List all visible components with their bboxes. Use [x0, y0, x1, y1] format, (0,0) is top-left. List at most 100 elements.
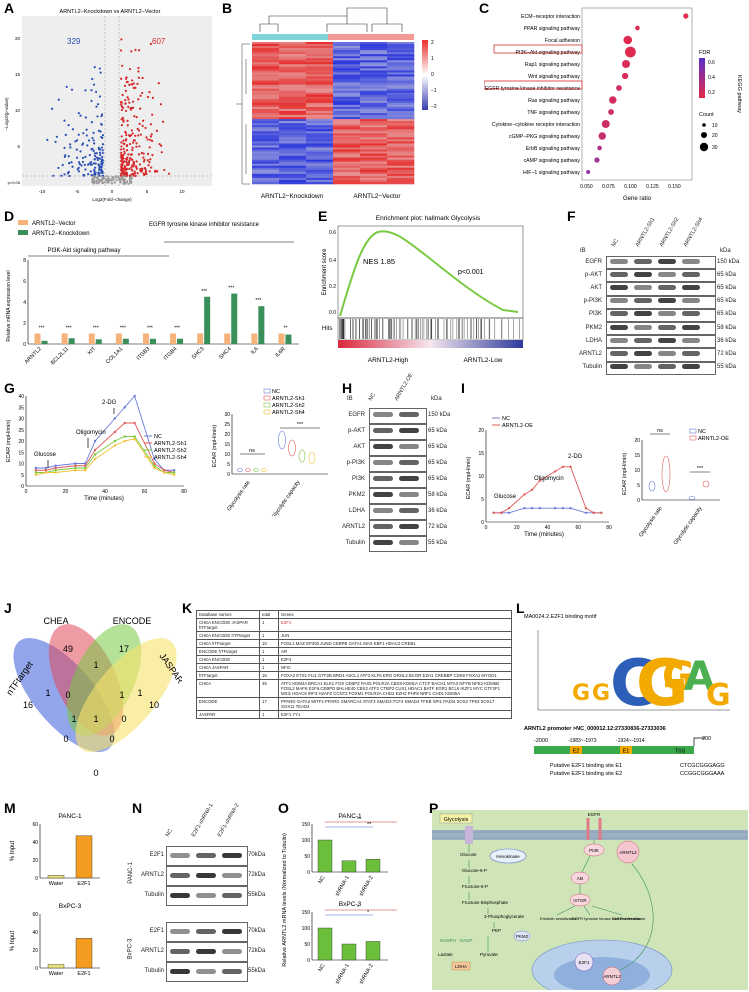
heatmap-cell [387, 133, 415, 136]
down-point [69, 146, 72, 149]
heatmap-cell [333, 86, 361, 89]
down-point [100, 166, 103, 169]
down-point [91, 147, 94, 150]
heatmap-cell [306, 98, 334, 102]
blot-band [634, 311, 652, 317]
heatmap-cell [360, 52, 388, 55]
heatmap-cell [333, 80, 361, 83]
down-point [91, 77, 94, 81]
up-point [142, 152, 145, 155]
blot-band [682, 311, 700, 317]
m-cat: E2F1 [77, 881, 90, 887]
up-point [142, 160, 146, 163]
heatmap-cell [252, 52, 280, 55]
heatmap-cell [333, 179, 361, 183]
count-title: Count [699, 112, 714, 118]
fdr-tick: 0.6 [708, 60, 715, 66]
heatmap-cell [333, 149, 361, 152]
heatmap-cell [387, 129, 415, 132]
kegg-category: PPAR signaling pathway [524, 26, 581, 32]
mrna-bar [224, 333, 231, 344]
ytick: 15 [224, 442, 230, 448]
table-row: CHEA hTFtarget 10 FOSL1 MAZ EP300 JUND CEB… [196, 639, 512, 648]
up-point [120, 151, 123, 154]
legend-entry: ARNTL2-OE [502, 423, 533, 429]
heatmap-cell [306, 92, 334, 96]
ecar-lines [34, 394, 176, 476]
table-cell: hTFtarget [196, 671, 260, 680]
series-point [507, 511, 511, 514]
heatmap-cell [387, 125, 415, 128]
ns-point [104, 179, 107, 182]
series-point [569, 465, 572, 468]
series-line [493, 466, 602, 514]
ns-point [128, 176, 131, 179]
blot-row-label: ARNTL2 [341, 524, 365, 530]
blot-band [658, 351, 676, 356]
heatmap-cell [360, 135, 388, 138]
heatmap-cell [252, 151, 280, 154]
up-point [137, 70, 140, 73]
heatmap-cell [360, 82, 388, 85]
up-point [120, 163, 123, 166]
up-point [136, 127, 139, 130]
heatmap-cell [387, 153, 415, 156]
down-point [64, 154, 67, 157]
heatmap-cell [333, 143, 361, 146]
up-point [131, 148, 134, 152]
up-point [120, 173, 123, 176]
up-point [150, 133, 153, 136]
volcano-ytick: 15 [15, 72, 21, 77]
up-point [137, 66, 140, 70]
heatmap-cell [360, 92, 388, 96]
heatmap-cell [279, 127, 307, 130]
up-point [142, 172, 145, 175]
down-point [98, 151, 102, 154]
heatmap-cell [252, 117, 280, 120]
heatmap-cell [360, 62, 388, 65]
heatmap-cell [279, 181, 307, 185]
down-point [60, 174, 63, 177]
heatmap-cell [306, 56, 334, 59]
blot-band [610, 324, 628, 330]
up-point [124, 99, 127, 102]
mrna-sig: *** [255, 298, 261, 304]
down-point [101, 163, 104, 167]
ns-point [119, 180, 122, 183]
nes-value: NES 1.85 [363, 257, 395, 266]
heatmap-cell [252, 78, 280, 81]
blot-kda: 36 kDa [717, 337, 737, 344]
motif-title: MA0024.2.E2F1 binding motif [524, 614, 597, 620]
fdr-title: FDR [699, 50, 710, 56]
p-label: EGFR [588, 812, 601, 817]
series-point [538, 479, 542, 482]
blot-frame [166, 886, 248, 906]
o-sig: * [357, 905, 360, 911]
table-cell: JASPAR [196, 710, 260, 719]
mrna-ytick: 6 [23, 279, 26, 285]
heatmap-cell [279, 110, 307, 114]
heatmap-cell [252, 119, 280, 122]
heatmap-cell [279, 64, 307, 67]
fdr-tick: 0.4 [708, 75, 715, 81]
up-point [149, 135, 153, 138]
blot-row-label: ARNTL2 [140, 948, 164, 954]
heatmap-cell [306, 173, 334, 177]
heatmap-cell [279, 80, 307, 83]
heatmap-cell [252, 74, 280, 77]
heatmap-cell [306, 76, 334, 79]
panel-label-f: F [567, 208, 576, 224]
up-point [151, 96, 154, 99]
heatmap-cell [279, 167, 307, 171]
up-point [124, 102, 127, 105]
blot-row-label: p-PI3K [346, 460, 365, 466]
up-point [130, 50, 133, 53]
kegg-category: HIF−1 signaling pathway [523, 170, 580, 176]
volcano-plot-area [22, 16, 212, 186]
mrna-bar [204, 296, 211, 344]
heatmap-cell [306, 42, 334, 45]
down-point [101, 170, 104, 173]
heatmap-cell [333, 139, 361, 142]
oligomycin-annotation: Oligomycin [534, 476, 564, 482]
legend-entry: ARNTL2-Sh4 [154, 455, 187, 461]
